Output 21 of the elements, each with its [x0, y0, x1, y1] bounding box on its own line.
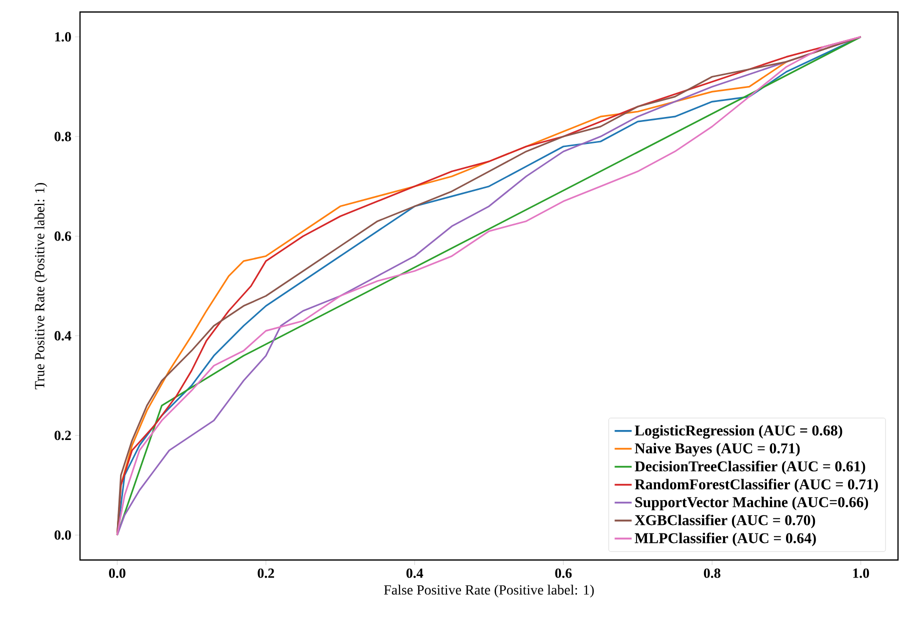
x-tick-label: 0.6: [555, 568, 572, 578]
legend-label: Naive Bayes (AUC = 0.71): [634, 442, 800, 456]
legend-label: RandomForestClassifier (AUC = 0.71): [634, 478, 878, 492]
x-tick-label: 0.4: [406, 568, 424, 578]
x-tick-label: 0.0: [109, 568, 126, 578]
y-tick-label: 0.8: [54, 132, 72, 142]
y-tick-label: 1.0: [55, 32, 71, 42]
x-tick-label: 0.8: [704, 568, 720, 578]
y-tick-label: 0.4: [54, 331, 72, 341]
y-tick-label: 0.2: [54, 430, 71, 440]
legend-label: SupportVector Machine (AUC=0.66): [635, 496, 868, 510]
x-tick-label: 0.2: [258, 568, 274, 578]
legend-label: LogisticRegression (AUC = 0.68): [634, 425, 842, 439]
x-axis-title: False Positive Rate (Positive label: 1): [384, 584, 594, 598]
legend-label: DecisionTreeClassifier (AUC = 0.61): [634, 460, 866, 474]
legend-label: MLPClassifier (AUC = 0.64): [634, 532, 816, 546]
y-tick-label: 0.6: [54, 231, 72, 241]
y-tick-label: 0.0: [54, 530, 71, 540]
y-axis-title: True Positive Rate (Positive label: 1): [34, 183, 48, 390]
legend-label: XGBClassifier (AUC = 0.70): [634, 514, 816, 528]
x-tick-label: 1.0: [853, 568, 870, 578]
